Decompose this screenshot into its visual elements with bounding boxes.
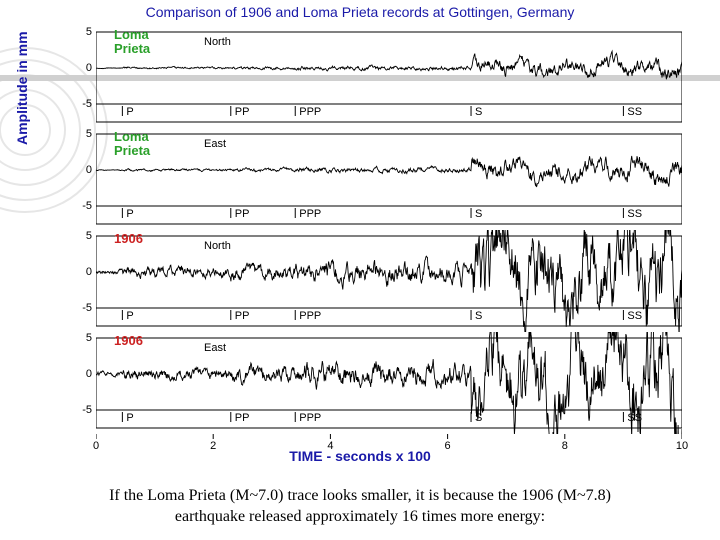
panel-svg: [96, 332, 682, 434]
trace-label: LomaPrieta: [114, 28, 150, 55]
y-tick-label: -5: [70, 200, 92, 212]
y-tick-label: -5: [70, 98, 92, 110]
trace-label: 1906: [114, 334, 143, 348]
seismogram-panel: LomaPrietaEast-505PPPPPPSSS: [96, 128, 682, 230]
y-tick-label: 5: [70, 26, 92, 38]
panel-svg: [96, 230, 682, 332]
y-tick-label: 0: [70, 164, 92, 176]
y-tick-label: -5: [70, 404, 92, 416]
direction-label: North: [204, 36, 231, 48]
caption: If the Loma Prieta (M~7.0) trace looks s…: [40, 486, 680, 528]
y-tick-label: 0: [70, 62, 92, 74]
direction-label: East: [204, 138, 226, 150]
seismogram-trace: [96, 230, 682, 332]
panel-svg: [96, 26, 682, 128]
y-tick-label: -5: [70, 302, 92, 314]
seismogram-panel: LomaPrietaNorth-505PPPPPPSSS: [96, 26, 682, 128]
x-axis-label: TIME - seconds x 100: [0, 448, 720, 464]
direction-label: East: [204, 342, 226, 354]
seismogram-chart: Comparison of 1906 and Loma Prieta recor…: [0, 0, 720, 472]
y-tick-label: 5: [70, 230, 92, 242]
direction-label: North: [204, 240, 231, 252]
y-tick-label: 0: [70, 368, 92, 380]
trace-label: LomaPrieta: [114, 130, 150, 157]
seismogram-trace: [96, 156, 682, 187]
y-tick-label: 0: [70, 266, 92, 278]
caption-line-1: If the Loma Prieta (M~7.0) trace looks s…: [109, 487, 611, 504]
seismogram-trace: [96, 51, 682, 79]
seismogram-panel: 1906East-505PPPPPPSSS: [96, 332, 682, 434]
panel-svg: [96, 128, 682, 230]
trace-label: 1906: [114, 232, 143, 246]
seismogram-trace: [96, 332, 682, 434]
caption-line-2: earthquake released approximately 16 tim…: [40, 507, 680, 528]
chart-title: Comparison of 1906 and Loma Prieta recor…: [0, 4, 720, 20]
y-tick-label: 5: [70, 332, 92, 344]
y-axis-label: Amplitude in mm: [14, 31, 30, 145]
y-tick-label: 5: [70, 128, 92, 140]
seismogram-panel: 1906North-505PPPPPPSSS: [96, 230, 682, 332]
plot-area: LomaPrietaNorth-505PPPPPPSSSLomaPrietaEa…: [96, 26, 682, 454]
